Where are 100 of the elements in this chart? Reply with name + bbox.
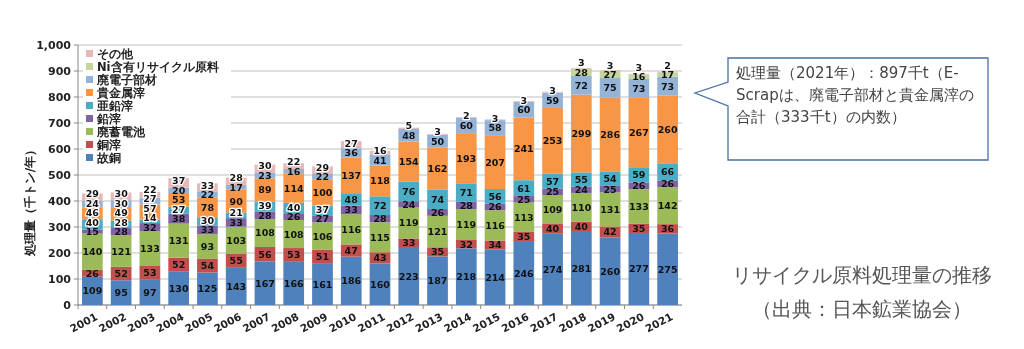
data-label: 27 bbox=[603, 69, 617, 81]
data-label: 58 bbox=[488, 122, 503, 134]
bar bbox=[398, 247, 420, 305]
data-label: 17 bbox=[661, 69, 675, 81]
data-label: 160 bbox=[370, 278, 391, 290]
data-label: 223 bbox=[398, 270, 419, 282]
data-label: 3 bbox=[520, 94, 528, 106]
data-label: 113 bbox=[513, 211, 534, 223]
data-label: 3 bbox=[635, 61, 643, 73]
data-label: 28 bbox=[459, 199, 474, 211]
data-label: 56 bbox=[258, 248, 272, 260]
data-label: 35 bbox=[430, 246, 445, 258]
data-label: 2 bbox=[664, 59, 671, 71]
data-label: 133 bbox=[628, 201, 649, 213]
data-label: 24 bbox=[402, 198, 416, 210]
data-label: 154 bbox=[398, 155, 420, 167]
data-label: 125 bbox=[197, 283, 218, 295]
bar bbox=[657, 95, 678, 164]
data-label: 33 bbox=[344, 204, 358, 216]
data-label: 3 bbox=[606, 59, 614, 71]
data-label: 114 bbox=[283, 182, 305, 194]
legend-label: 廃蓄電池 bbox=[96, 125, 146, 139]
y-tick-label: 400 bbox=[48, 195, 72, 208]
bar bbox=[570, 231, 592, 305]
bar bbox=[455, 183, 477, 202]
data-label: 22 bbox=[287, 156, 301, 168]
data-label: 35 bbox=[632, 222, 646, 234]
text: 処理量（2021年）：897千t（E-Scrapは、廃電子部材と貴金属滓の合計（333千t）の内数） bbox=[736, 63, 975, 128]
data-label: 40 bbox=[545, 223, 560, 235]
data-label: 274 bbox=[542, 263, 563, 275]
data-label: 28 bbox=[574, 66, 589, 78]
bar bbox=[513, 117, 535, 181]
bar bbox=[657, 233, 678, 305]
data-label: 22 bbox=[200, 189, 215, 201]
data-label: 89 bbox=[258, 184, 272, 196]
legend-label: 銅滓 bbox=[96, 138, 121, 152]
data-label: 60 bbox=[459, 119, 474, 131]
legend-label: 貴金属滓 bbox=[96, 86, 145, 100]
data-label: 25 bbox=[603, 183, 617, 195]
bar bbox=[427, 256, 448, 305]
data-label: 27 bbox=[315, 213, 330, 225]
data-label: 186 bbox=[341, 275, 362, 287]
data-label: 73 bbox=[661, 80, 675, 92]
data-label: 55 bbox=[574, 174, 588, 186]
legend-label: 廃電子部材 bbox=[96, 73, 157, 87]
data-label: 133 bbox=[139, 243, 160, 255]
data-label: 187 bbox=[427, 275, 448, 287]
data-label: 110 bbox=[571, 201, 592, 213]
data-label: 36 bbox=[661, 223, 675, 235]
data-label: 100 bbox=[312, 187, 333, 199]
text: リサイクル原料処理量の推移 bbox=[731, 262, 993, 289]
bar bbox=[340, 256, 362, 305]
data-label: 55 bbox=[229, 255, 243, 267]
data-label: 37 bbox=[172, 175, 186, 187]
legend-label: 鉛滓 bbox=[96, 112, 121, 126]
data-label: 73 bbox=[632, 82, 646, 94]
data-label: 39 bbox=[258, 200, 272, 212]
data-label: 71 bbox=[459, 187, 473, 199]
data-label: 131 bbox=[168, 235, 189, 247]
data-label: 43 bbox=[373, 252, 387, 264]
data-label: 90 bbox=[229, 195, 244, 207]
data-label: 162 bbox=[427, 163, 448, 175]
data-label: 66 bbox=[661, 166, 675, 178]
data-label: 167 bbox=[255, 277, 275, 289]
data-label: 161 bbox=[312, 278, 333, 290]
data-label: 24 bbox=[85, 197, 100, 209]
data-label: 40 bbox=[287, 201, 301, 213]
data-label: 32 bbox=[143, 221, 157, 233]
y-tick-label: 0 bbox=[63, 299, 72, 312]
data-label: 26 bbox=[661, 178, 675, 190]
data-label: 95 bbox=[114, 287, 128, 299]
data-label: 32 bbox=[459, 238, 473, 250]
bar bbox=[599, 237, 621, 305]
y-tick-label: 700 bbox=[48, 117, 72, 130]
data-label: 33 bbox=[229, 216, 243, 228]
data-label: 25 bbox=[517, 193, 531, 205]
data-label: 26 bbox=[632, 180, 646, 192]
data-label: 109 bbox=[542, 203, 563, 215]
data-label: 116 bbox=[341, 223, 362, 235]
data-label: 22 bbox=[143, 183, 157, 195]
bar bbox=[570, 94, 592, 173]
data-label: 121 bbox=[111, 245, 132, 257]
y-tick-label: 900 bbox=[48, 65, 72, 78]
data-label: 142 bbox=[657, 200, 678, 212]
data-label: 46 bbox=[85, 207, 100, 219]
data-label: 3 bbox=[434, 126, 441, 138]
data-label: 48 bbox=[344, 193, 359, 205]
bar bbox=[542, 233, 563, 305]
data-label: 28 bbox=[373, 213, 387, 225]
data-label: 52 bbox=[114, 268, 128, 280]
data-label: 72 bbox=[373, 200, 387, 212]
data-label: 50 bbox=[430, 135, 445, 147]
data-label: 3 bbox=[578, 57, 585, 69]
data-label: 30 bbox=[258, 160, 272, 172]
data-label: 118 bbox=[370, 175, 391, 187]
data-label: 48 bbox=[402, 129, 416, 141]
data-label: 143 bbox=[226, 280, 247, 292]
data-label: 60 bbox=[517, 104, 531, 116]
data-label: 53 bbox=[172, 194, 186, 206]
data-label: 119 bbox=[456, 219, 477, 231]
